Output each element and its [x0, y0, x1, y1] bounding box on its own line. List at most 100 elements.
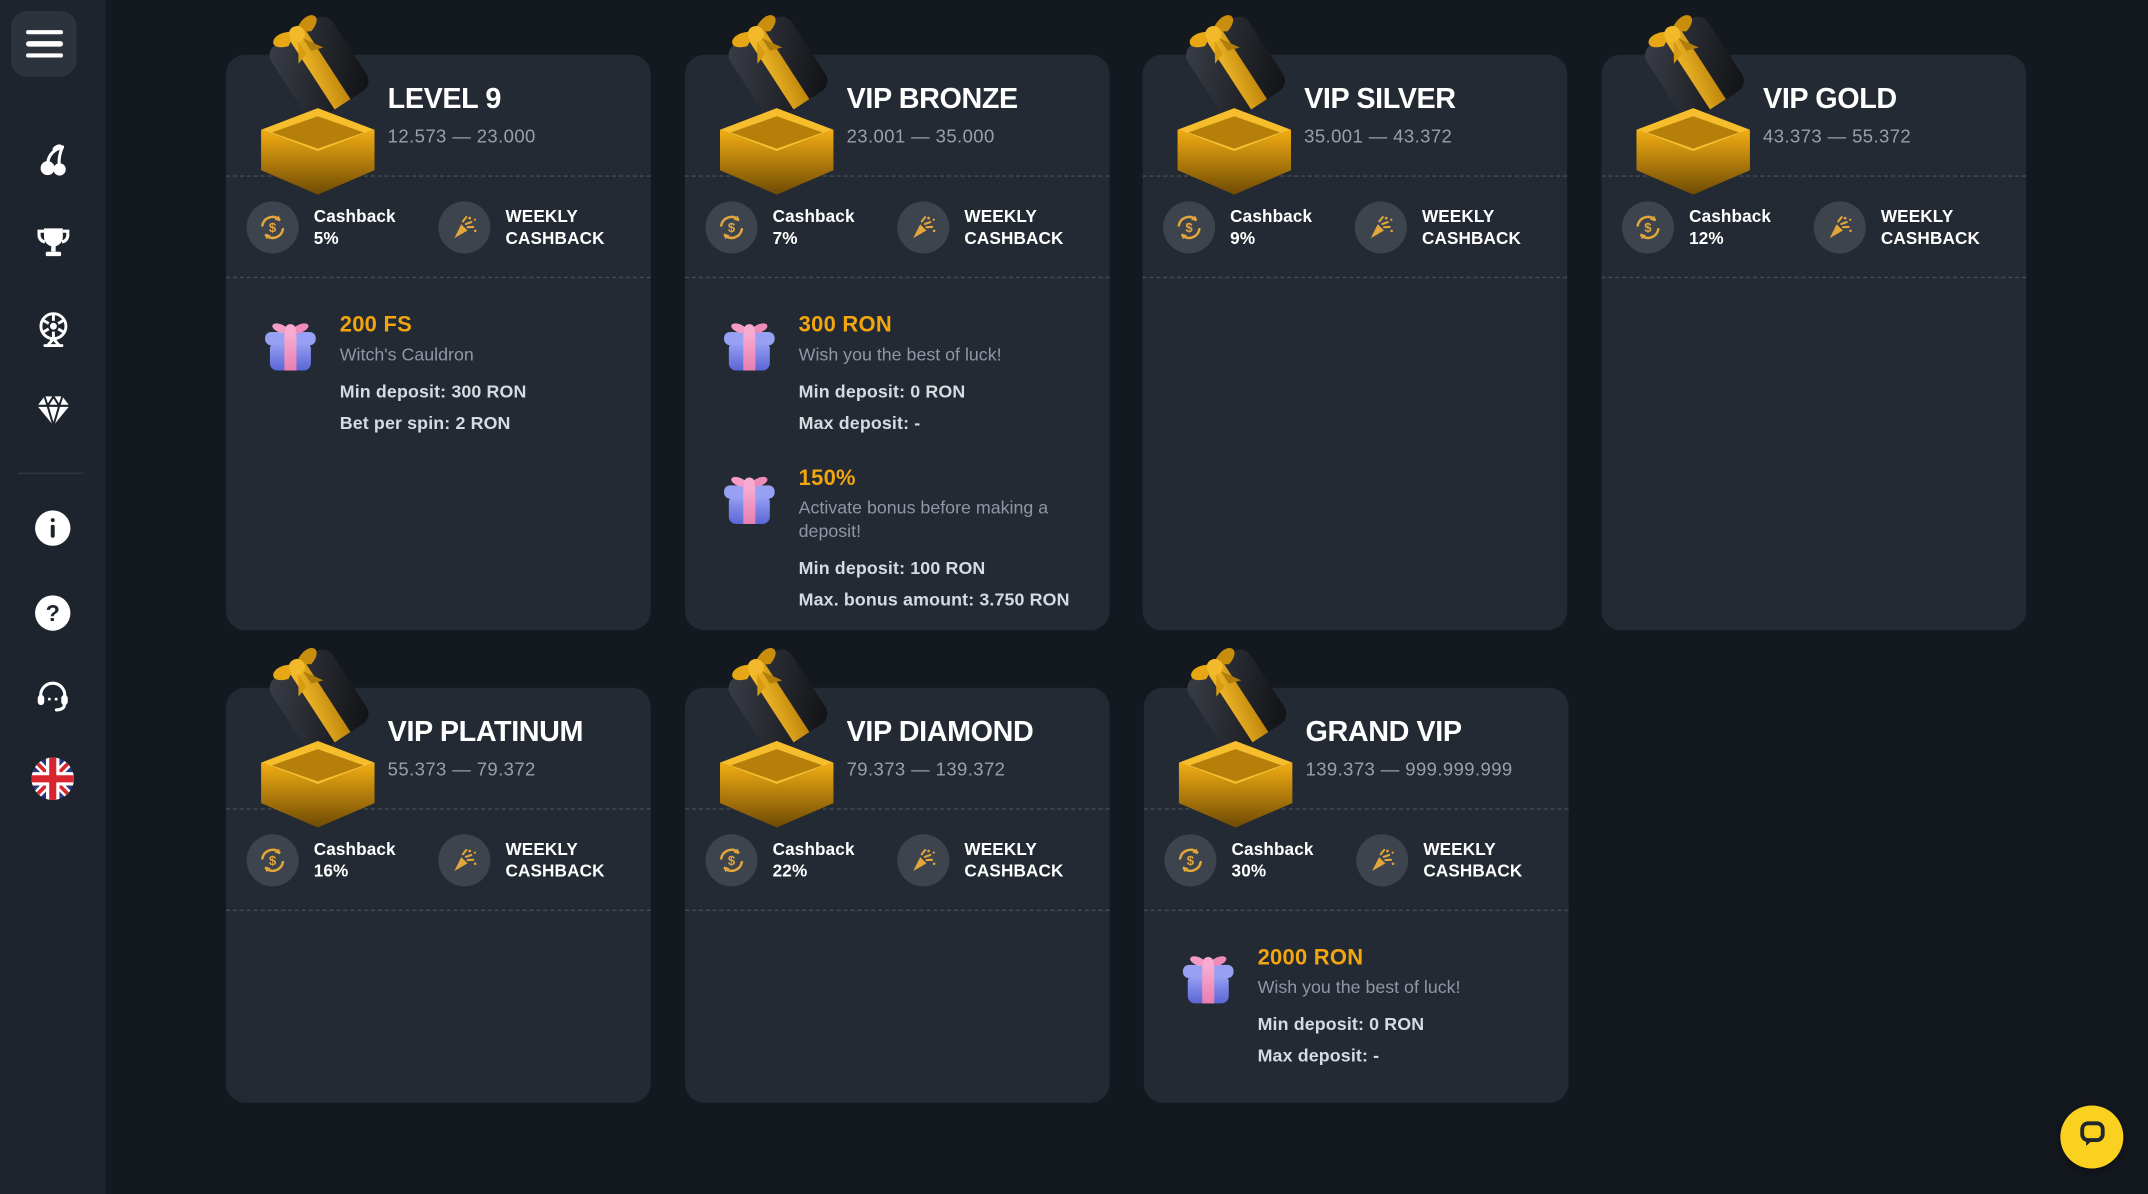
bonus-item: 200 FS Witch's Cauldron Min deposit: 300… — [259, 314, 623, 433]
bonus-title: 150% — [798, 467, 856, 491]
weekly-cashback-perk: WEEKLY CASHBACK — [438, 833, 630, 886]
chat-bubble-icon — [2071, 1113, 2112, 1161]
card-title: LEVEL 9 — [387, 83, 502, 116]
vip-card-bronze: VIP BRONZE 23.001 — 35.000 Cashback 7% WE… — [684, 55, 1110, 631]
cashback-icon — [705, 833, 758, 886]
cashback-perk: Cashback 30% — [1164, 833, 1356, 886]
party-popper-icon — [438, 833, 491, 886]
bonus-title: 2000 RON — [1257, 946, 1364, 970]
trophy-icon — [32, 223, 73, 264]
card-title: GRAND VIP — [1305, 716, 1463, 748]
vip-card-gold: VIP GOLD 43.373 — 55.372 Cashback 12% WEE… — [1601, 55, 2027, 631]
uk-flag-icon — [31, 756, 74, 800]
cashback-perk: Cashback 5% — [246, 200, 439, 253]
points-range: 139.373 — 999.999.999 — [1305, 758, 1513, 780]
points-range: 35.001 — 43.372 — [1304, 126, 1453, 147]
bonus-item: 2000 RON Wish you the best of luck! Min … — [1177, 947, 1541, 1066]
points-range: 12.573 — 23.000 — [387, 126, 536, 147]
bonus-detail: Min deposit: 100 RON — [798, 557, 986, 579]
live-chat-button[interactable] — [2060, 1105, 2124, 1169]
party-popper-icon — [897, 200, 950, 253]
points-range: 43.373 — 55.372 — [1763, 126, 1912, 147]
info-icon — [32, 506, 74, 548]
bonus-subtitle: Wish you the best of luck! — [798, 343, 1002, 365]
cashback-perk: Cashback 9% — [1163, 200, 1355, 253]
sidebar-item-help[interactable]: ? — [0, 589, 105, 636]
card-title: VIP PLATINUM — [387, 716, 584, 748]
hamburger-menu-icon[interactable] — [10, 10, 77, 77]
points-range: 23.001 — 35.000 — [846, 126, 995, 147]
sidebar-divider — [17, 472, 84, 474]
diamond-icon — [32, 390, 73, 431]
sidebar-item-tournaments[interactable] — [0, 221, 105, 268]
bonus-title: 200 FS — [339, 313, 413, 337]
bonus-detail: Min deposit: 0 RON — [798, 380, 966, 402]
cashback-perk: Cashback 16% — [246, 833, 439, 886]
sidebar-item-wheel[interactable] — [0, 305, 105, 352]
bonus-detail: Max deposit: - — [798, 412, 921, 433]
help-icon: ? — [32, 591, 74, 633]
cherries-icon — [32, 140, 73, 181]
weekly-cashback-perk: WEEKLY CASHBACK — [897, 200, 1089, 253]
gold-gift-box-icon — [701, 641, 852, 830]
sidebar-item-games[interactable] — [0, 137, 105, 184]
gold-gift-box-icon — [242, 641, 393, 830]
points-range: 55.373 — 79.372 — [387, 758, 536, 780]
cashback-value: 5% — [313, 228, 339, 248]
cashback-icon — [1164, 833, 1217, 886]
gold-gift-box-icon — [701, 8, 852, 197]
bonus-detail: Min deposit: 0 RON — [1257, 1013, 1425, 1035]
bonus-item: 300 RON Wish you the best of luck! Min d… — [718, 314, 1082, 433]
cashback-icon — [1621, 200, 1675, 253]
purple-gift-icon — [259, 315, 322, 375]
bonus-title: 300 RON — [798, 313, 892, 337]
vip-card-grand: GRAND VIP 139.373 — 999.999.999 Cashback… — [1143, 688, 1569, 1103]
points-range: 79.373 — 139.372 — [846, 758, 1006, 780]
sidebar: ? — [0, 0, 106, 1194]
bonus-subtitle: Activate bonus before making a deposit! — [798, 497, 1049, 542]
card-title: VIP GOLD — [1763, 83, 1897, 116]
sidebar-item-support[interactable] — [0, 673, 105, 720]
bonus-subtitle: Wish you the best of luck! — [1257, 976, 1461, 998]
purple-gift-icon — [718, 469, 781, 529]
bonus-detail: Max deposit: - — [1257, 1045, 1380, 1066]
bonus-detail: Bet per spin: 2 RON — [339, 412, 511, 433]
cashback-label: Cashback — [313, 206, 396, 226]
purple-gift-icon — [1177, 948, 1240, 1008]
weekly-cashback-perk: WEEKLY CASHBACK — [438, 200, 630, 253]
cashback-perk: Cashback 12% — [1621, 200, 1814, 253]
bonus-detail: Max. bonus amount: 3.750 RON — [798, 589, 1070, 610]
svg-text:?: ? — [46, 600, 60, 626]
vip-card-diamond: VIP DIAMOND 79.373 — 139.372 Cashback 22%… — [684, 688, 1110, 1103]
sidebar-item-vip[interactable] — [0, 388, 105, 435]
party-popper-icon — [1356, 833, 1409, 886]
weekly-cashback-perk: WEEKLY CASHBACK — [1356, 833, 1548, 886]
vip-card-level-9: LEVEL 9 12.573 — 23.000 Cashback 5% WEEKL… — [226, 55, 651, 631]
cashback-icon — [1163, 200, 1216, 253]
weekly-cashback-perk: WEEKLY CASHBACK — [897, 833, 1089, 886]
gold-gift-box-icon — [242, 8, 393, 197]
gold-gift-box-icon — [1160, 641, 1311, 830]
card-title: VIP BRONZE — [846, 83, 1019, 116]
cashback-perk: Cashback 22% — [705, 833, 897, 886]
party-popper-icon — [897, 833, 950, 886]
sidebar-item-info[interactable] — [0, 504, 105, 551]
vip-card-silver: VIP SILVER 35.001 — 43.372 Cashback 9% WE… — [1142, 55, 1568, 631]
weekly-cashback-perk: WEEKLY CASHBACK — [1354, 200, 1547, 253]
weekly-cashback-perk: WEEKLY CASHBACK — [1813, 200, 2006, 253]
cashback-perk: Cashback 7% — [705, 200, 897, 253]
gold-gift-box-icon — [1618, 8, 1769, 197]
gold-gift-box-icon — [1159, 8, 1310, 197]
party-popper-icon — [438, 200, 491, 253]
party-popper-icon — [1813, 200, 1866, 253]
cashback-icon — [705, 200, 758, 253]
cashback-icon — [246, 200, 299, 253]
support-headset-icon — [32, 675, 74, 717]
language-switcher[interactable] — [0, 751, 105, 806]
wheel-icon — [32, 308, 73, 349]
party-popper-icon — [1354, 200, 1407, 253]
card-title: VIP SILVER — [1304, 83, 1456, 116]
vip-card-platinum: VIP PLATINUM 55.373 — 79.372 Cashback 16%… — [226, 688, 651, 1103]
purple-gift-icon — [718, 315, 781, 375]
